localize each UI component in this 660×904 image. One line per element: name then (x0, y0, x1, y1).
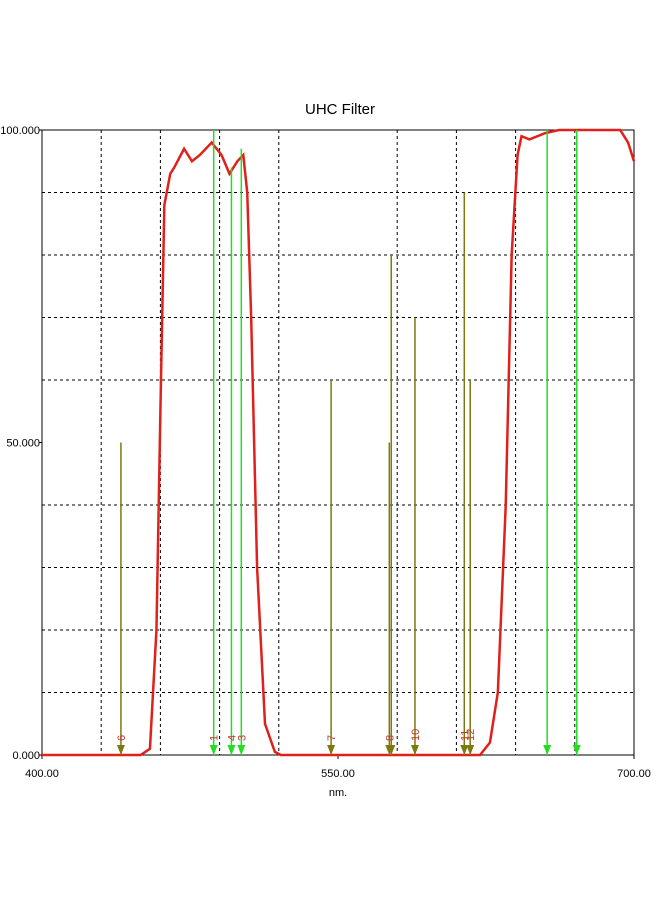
x-tick-label: 550.00 (321, 768, 355, 780)
marker-arrow (460, 745, 469, 755)
marker-arrow (466, 745, 475, 755)
marker-label: 7 (326, 735, 338, 741)
plot-frame (41, 129, 635, 756)
marker-arrow (237, 745, 246, 755)
marker-arrow (209, 745, 218, 755)
x-tick-label: 700.00 (617, 768, 651, 780)
marker-arrow (387, 745, 396, 755)
marker-label: 1 (209, 735, 221, 741)
y-tick-label: 100.000 (0, 125, 40, 137)
marker-label: 11 (459, 730, 471, 741)
marker-arrow (227, 745, 236, 755)
marker-label: 12 (465, 729, 477, 741)
marker-label: 8 (384, 735, 396, 741)
series-line (42, 128, 636, 757)
x-axis-label: nm. (329, 787, 347, 799)
marker-arrow (543, 745, 552, 755)
marker-arrow (116, 745, 125, 755)
x-tick-label: 400.00 (25, 768, 59, 780)
marker-arrow (410, 745, 419, 755)
marker-arrow (327, 745, 336, 755)
chart-title: UHC Filter (305, 101, 375, 118)
y-tick-label: 50.000 (6, 438, 40, 450)
marker-label: 6 (116, 735, 128, 741)
marker-arrow (572, 745, 581, 755)
marker-label: 4 (226, 735, 238, 741)
marker-label: 3 (236, 735, 248, 741)
marker-label: 10 (410, 729, 422, 741)
y-tick-label: 0.000 (12, 750, 40, 762)
